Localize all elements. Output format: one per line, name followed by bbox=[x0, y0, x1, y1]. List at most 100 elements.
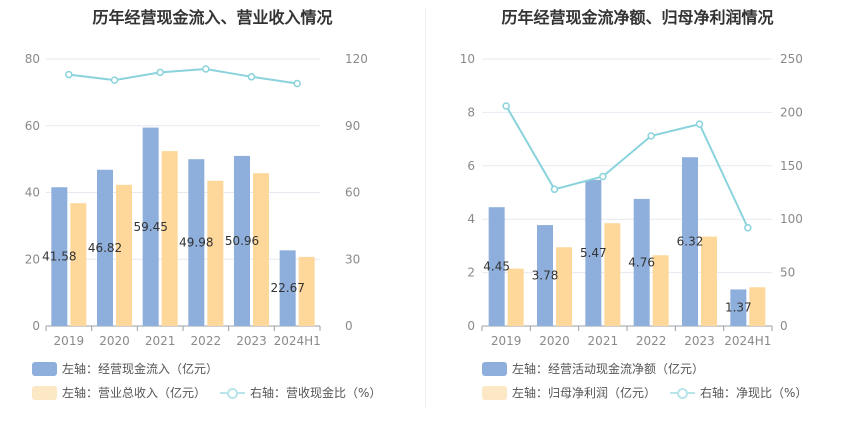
line-point bbox=[744, 223, 752, 232]
y-right-tick-label: 90 bbox=[345, 119, 360, 133]
panel-divider bbox=[425, 8, 426, 408]
bar-series1 bbox=[682, 157, 698, 326]
y-right-tick-label: 100 bbox=[780, 212, 803, 226]
y-right-tick-label: 200 bbox=[780, 105, 803, 119]
y-left-tick-label: 80 bbox=[25, 52, 40, 66]
line-series bbox=[68, 68, 298, 85]
x-tick-label: 2024H1 bbox=[274, 334, 321, 348]
bar-series1 bbox=[234, 155, 250, 326]
x-tick-label: 2022 bbox=[636, 334, 667, 348]
bar-series2 bbox=[507, 268, 524, 326]
bar-series2 bbox=[701, 236, 717, 326]
bar-data-label: 46.82 bbox=[88, 241, 122, 255]
legend-row-1: 左轴：经营现金流入（亿元） bbox=[32, 360, 232, 377]
bar-series2 bbox=[253, 173, 269, 326]
y-left-tick-label: 4 bbox=[467, 212, 475, 226]
bar-series1 bbox=[633, 198, 650, 326]
y-left-tick-label: 40 bbox=[25, 186, 40, 200]
x-tick-label: 2019 bbox=[491, 334, 522, 348]
line-point bbox=[550, 185, 559, 194]
legend-swatch-bar2 bbox=[32, 385, 57, 400]
line-point bbox=[502, 102, 510, 110]
chart-title: 历年经营现金流入、营业收入情况 bbox=[92, 8, 333, 27]
legend-swatch-bar1 bbox=[32, 361, 57, 376]
bar-series2 bbox=[652, 255, 669, 326]
x-tick-label: 2021 bbox=[145, 334, 176, 348]
y-left-tick-label: 0 bbox=[32, 319, 40, 333]
line-point bbox=[599, 172, 607, 181]
legend-item-bar1[interactable]: 左轴：经营现金流入（亿元） bbox=[32, 360, 218, 377]
bar-series1 bbox=[730, 289, 747, 326]
bar-series1 bbox=[97, 169, 113, 326]
legend-label: 左轴：经营活动现金流净额（亿元） bbox=[512, 362, 705, 376]
x-tick-label: 2020 bbox=[99, 334, 130, 348]
line-point bbox=[202, 65, 210, 73]
bar-data-label: 4.45 bbox=[483, 260, 510, 274]
bar-data-label: 50.96 bbox=[225, 234, 259, 248]
line-point bbox=[110, 76, 119, 84]
y-left-tick-label: 0 bbox=[467, 319, 475, 333]
line-series bbox=[505, 105, 749, 229]
legend-swatch-bar2 bbox=[482, 385, 507, 400]
y-right-tick-label: 50 bbox=[780, 266, 795, 280]
y-left-tick-label: 6 bbox=[467, 159, 475, 173]
bar-data-label: 49.98 bbox=[179, 236, 213, 250]
x-tick-label: 2022 bbox=[191, 334, 222, 348]
legend-label: 左轴：经营现金流入（亿元） bbox=[62, 362, 219, 376]
legend-label: 右轴：营收现金比（%） bbox=[250, 386, 382, 400]
y-right-tick-label: 120 bbox=[345, 52, 368, 66]
x-tick-label: 2021 bbox=[588, 334, 619, 348]
legend-row-2: 左轴：营业总收入（亿元） 右轴：营收现金比（%） bbox=[32, 384, 395, 401]
legend-item-line[interactable]: 右轴：营收现金比（%） bbox=[220, 384, 381, 401]
x-tick-label: 2023 bbox=[236, 334, 267, 348]
bar-series1 bbox=[537, 225, 553, 326]
bar-data-label: 41.58 bbox=[42, 250, 76, 264]
x-tick-label: 2024H1 bbox=[724, 334, 771, 348]
bar-data-label: 59.45 bbox=[133, 220, 167, 234]
legend-row-2: 左轴：归母净利润（亿元） 右轴：净现比（%） bbox=[482, 384, 821, 401]
y-right-tick-label: 60 bbox=[345, 186, 360, 200]
bar-series1 bbox=[279, 250, 296, 326]
legend-row-1: 左轴：经营活动现金流净额（亿元） bbox=[482, 360, 718, 377]
y-right-tick-label: 0 bbox=[780, 319, 788, 333]
line-point bbox=[293, 79, 301, 88]
bar-data-label: 3.78 bbox=[532, 269, 559, 283]
y-left-tick-label: 20 bbox=[25, 252, 40, 266]
y-left-tick-label: 2 bbox=[467, 266, 475, 280]
x-tick-label: 2023 bbox=[684, 334, 715, 348]
bar-series2 bbox=[161, 151, 178, 326]
y-left-tick-label: 8 bbox=[467, 105, 475, 119]
y-left-tick-label: 60 bbox=[25, 119, 40, 133]
y-right-tick-label: 30 bbox=[345, 252, 360, 266]
bar-data-label: 4.76 bbox=[628, 255, 655, 269]
chart-panel-cashflow-revenue: 历年经营现金流入、营业收入情况 0 20 40 60 80 0 30 60 90 120 2019 2… bbox=[25, 8, 395, 401]
line-point bbox=[247, 73, 256, 81]
chart-title: 历年经营现金流净额、归母净利润情况 bbox=[501, 8, 774, 27]
line-point bbox=[156, 68, 164, 77]
bar-series1 bbox=[488, 207, 505, 326]
bar-data-label: 6.32 bbox=[677, 235, 704, 249]
legend-item-line[interactable]: 右轴：净现比（%） bbox=[670, 384, 807, 401]
legend-item-bar2[interactable]: 左轴：归母净利润（亿元） bbox=[482, 384, 656, 401]
bar-series1 bbox=[188, 159, 205, 326]
y-right-tick-label: 0 bbox=[345, 319, 353, 333]
line-point bbox=[695, 120, 704, 128]
bar-data-label: 5.47 bbox=[580, 246, 607, 260]
legend-swatch-bar1 bbox=[482, 361, 507, 376]
legend-item-bar1[interactable]: 左轴：经营活动现金流净额（亿元） bbox=[482, 360, 704, 377]
bar-series2 bbox=[70, 203, 87, 326]
legend-label: 左轴：归母净利润（亿元） bbox=[512, 386, 657, 400]
bar-data-label: 1.37 bbox=[725, 301, 752, 315]
legend-item-bar2[interactable]: 左轴：营业总收入（亿元） bbox=[32, 384, 206, 401]
chart-panel-netcash-profit: 历年经营现金流净额、归母净利润情况 0 2 4 6 8 10 0 50 100 150 200 250… bbox=[425, 0, 850, 437]
bar-series2 bbox=[749, 287, 766, 326]
bar-series2 bbox=[604, 223, 621, 326]
legend-label: 左轴：营业总收入（亿元） bbox=[62, 386, 207, 400]
bar-series2 bbox=[207, 180, 224, 326]
bar-series2 bbox=[116, 184, 132, 326]
bar-series2 bbox=[298, 256, 315, 326]
legend-swatch-line bbox=[220, 386, 246, 400]
y-left-tick-label: 10 bbox=[460, 52, 475, 66]
x-tick-label: 2020 bbox=[539, 334, 570, 348]
